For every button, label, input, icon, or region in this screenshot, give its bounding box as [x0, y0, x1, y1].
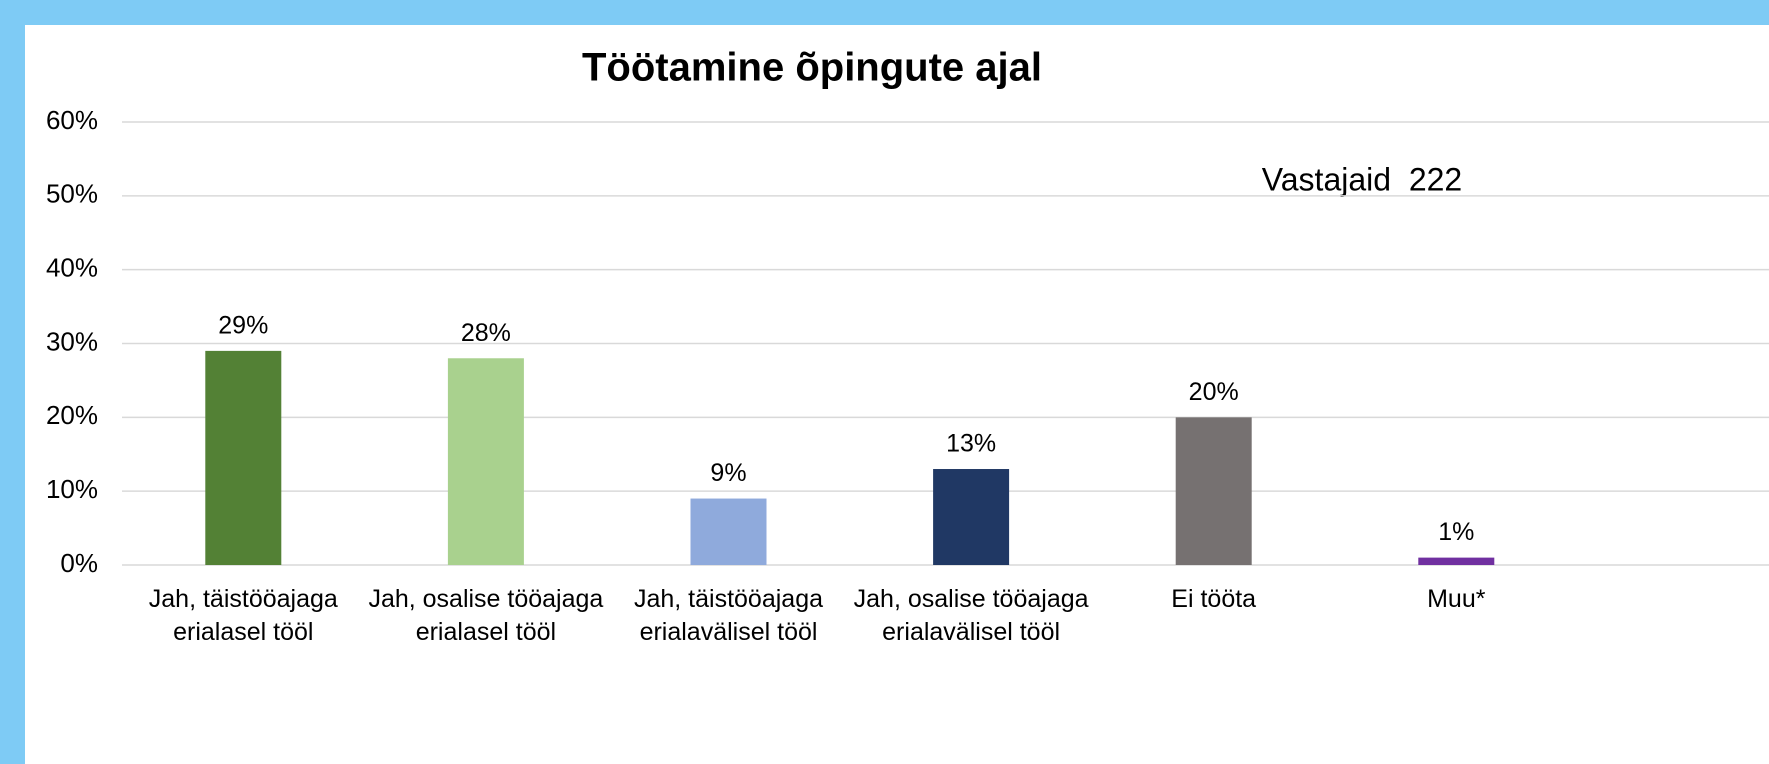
y-tick-label: 0%	[60, 548, 98, 578]
y-tick-label: 20%	[46, 400, 98, 430]
bar	[447, 358, 524, 565]
x-tick-label: Jah, osalise tööajaga erialavälisel tööl	[853, 585, 1089, 646]
data-label: 1%	[1438, 518, 1474, 546]
bar	[1175, 417, 1252, 565]
annotation: Vastajaid 222	[1262, 161, 1462, 197]
x-tick-label: Jah, täistööajaga erialasel tööl	[148, 585, 338, 646]
x-tick-label: Jah, täistööajaga erialavälisel tööl	[633, 585, 824, 646]
x-tick-label: Muu*	[1427, 585, 1486, 613]
data-label: 20%	[1189, 378, 1239, 406]
data-label: 9%	[710, 459, 746, 487]
data-label: 13%	[946, 430, 996, 458]
y-tick-label: 10%	[46, 474, 98, 504]
chart-panel	[25, 25, 1769, 764]
chart-title: Töötamine õpingute ajal	[582, 46, 1042, 90]
y-tick-label: 50%	[46, 179, 98, 209]
y-tick-label: 60%	[46, 105, 98, 135]
bar	[1418, 557, 1495, 565]
bar	[933, 469, 1010, 565]
data-label: 28%	[461, 319, 511, 347]
bar	[205, 350, 282, 565]
data-label: 29%	[218, 311, 268, 339]
x-tick-label: Ei tööta	[1171, 585, 1257, 613]
bar	[690, 498, 767, 565]
y-tick-label: 30%	[46, 326, 98, 356]
x-tick-label: Jah, osalise tööajaga erialasel tööl	[368, 585, 604, 646]
y-tick-label: 40%	[46, 253, 98, 283]
